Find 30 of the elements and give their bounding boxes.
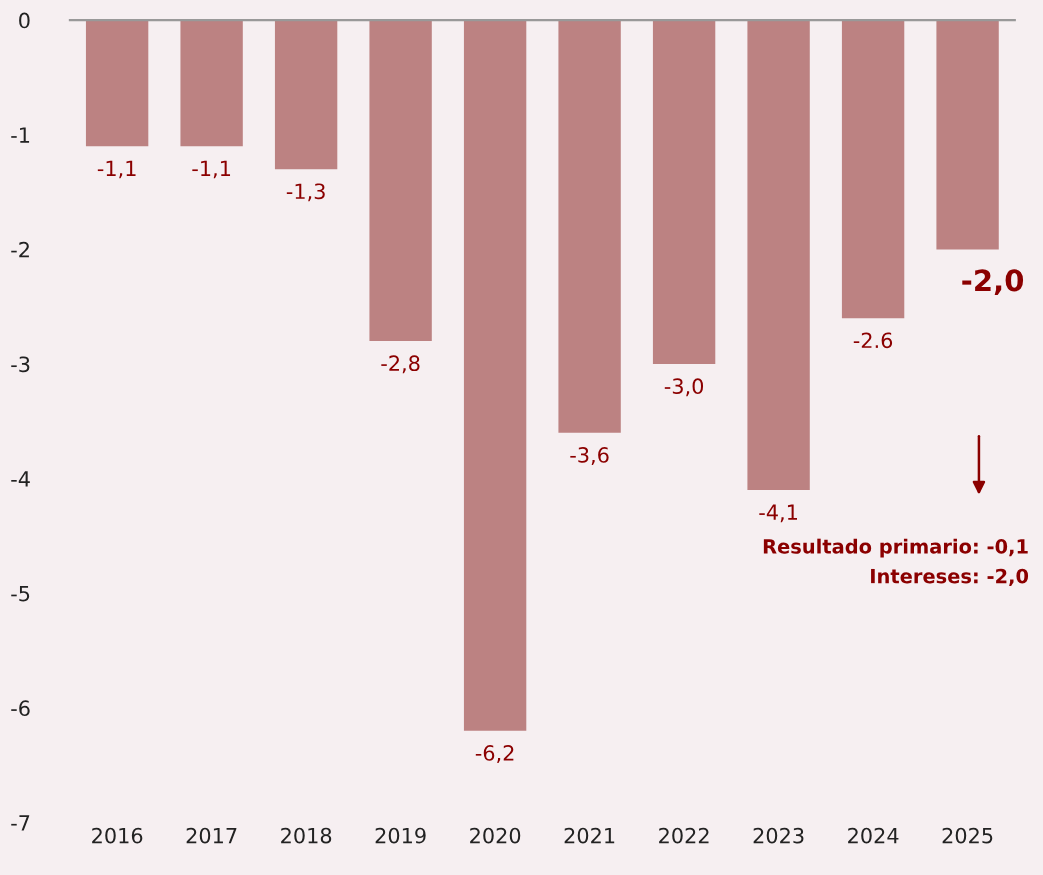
x-tick-label: 2017 (186, 827, 237, 844)
data-label: -1,1 (192, 160, 231, 179)
x-tick-label: 2021 (564, 827, 615, 844)
x-tick-label: 2022 (659, 827, 709, 844)
data-label: -3,0 (664, 378, 704, 397)
x-tick-label: 2019 (375, 827, 426, 844)
data-label: -6,2 (475, 745, 514, 763)
x-tick-label: 2023 (753, 827, 804, 844)
x-tick-label: 2016 (92, 827, 143, 844)
data-label: -2,8 (381, 355, 420, 374)
x-tick-label: 2020 (470, 827, 521, 844)
y-tick-label: 0 (19, 12, 30, 29)
y-tick-label: -2 (11, 241, 29, 258)
y-tick-label: -5 (11, 585, 30, 602)
data-label: -2.6 (853, 332, 893, 349)
y-tick-label: -6 (11, 700, 30, 717)
annotation: Resultado primario: -0,1 (763, 538, 1028, 558)
x-tick-label: 2025 (942, 827, 993, 844)
x-tick-label: 2024 (848, 827, 899, 844)
data-label: -2,0 (962, 269, 1024, 296)
y-tick-label: -7 (11, 815, 30, 831)
y-tick-label: -1 (11, 127, 30, 143)
x-tick-label: 2018 (281, 827, 332, 844)
data-label: -3,6 (570, 447, 609, 465)
y-tick-label: -4 (11, 471, 30, 487)
data-label: -4,1 (759, 504, 797, 523)
annotation: Intereses: -2,0 (871, 568, 1029, 586)
data-label: -1,3 (286, 183, 325, 202)
y-tick-label: -3 (11, 356, 30, 373)
data-label: -1,1 (97, 160, 136, 179)
